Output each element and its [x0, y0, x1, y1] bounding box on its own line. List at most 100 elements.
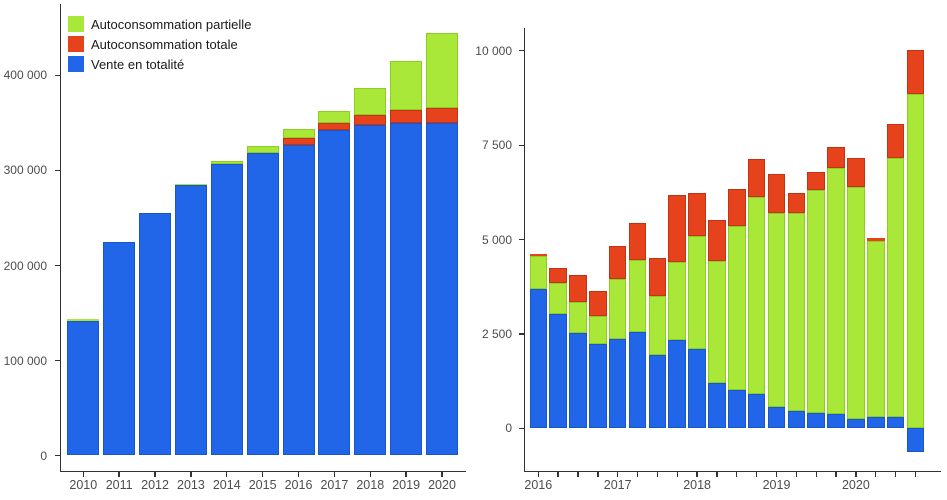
- bar-segment: [589, 290, 607, 316]
- y-axis-line: [60, 4, 62, 471]
- bar-segment: [139, 212, 172, 455]
- x-tick: [656, 472, 659, 477]
- y-tick-label: 100 000: [3, 353, 47, 368]
- bar-segment: [628, 259, 647, 332]
- y-tick-label: 5 000: [481, 232, 512, 247]
- bar-segment: [103, 242, 136, 455]
- bar-segment: [569, 301, 587, 333]
- x-axis-line: [60, 471, 466, 473]
- legend-swatch-totale-icon: [68, 36, 84, 52]
- bar-segment: [747, 159, 766, 197]
- x-tick: [577, 472, 579, 477]
- bar-segment: [847, 186, 865, 420]
- bar-segment: [668, 261, 687, 341]
- y-tick-label: 300 000: [3, 163, 47, 178]
- bar-segment: [787, 192, 806, 213]
- y-tick: [519, 50, 524, 52]
- bar-segment: [318, 130, 351, 455]
- y-tick: [55, 359, 60, 362]
- bar-segment: [827, 414, 845, 428]
- bar-segment: [529, 256, 548, 290]
- x-tick-label: 2019: [762, 478, 791, 492]
- bar-segment: [886, 158, 905, 417]
- bar-segment: [787, 212, 806, 412]
- bar-segment: [747, 394, 766, 428]
- x-tick: [154, 472, 156, 477]
- bar-segment: [246, 145, 279, 153]
- bar-segment: [174, 183, 207, 186]
- bar-segment: [282, 138, 315, 145]
- bar-segment: [866, 238, 885, 241]
- bar-segment: [728, 389, 746, 428]
- y-tick-label: 0: [40, 448, 47, 463]
- x-tick: [736, 472, 738, 477]
- bar-segment: [569, 274, 587, 302]
- bar-segment: [648, 296, 667, 355]
- x-tick: [676, 472, 678, 477]
- x-tick-label: 2016: [284, 478, 313, 492]
- x-tick-label: 2019: [392, 478, 421, 492]
- bar-segment: [767, 407, 786, 428]
- x-tick-label: 2020: [841, 478, 870, 492]
- bar-segment: [67, 320, 100, 455]
- bar-segment: [174, 185, 207, 455]
- bar-segment: [728, 225, 746, 390]
- x-tick: [894, 472, 897, 477]
- x-axis-line: [524, 471, 941, 473]
- bar-segment: [688, 235, 706, 349]
- bar-segment: [906, 427, 925, 452]
- y-tick: [519, 238, 524, 241]
- x-tick: [537, 472, 539, 477]
- bar-segment: [549, 282, 567, 315]
- x-tick-label: 2017: [320, 478, 349, 492]
- bar-segment: [807, 412, 825, 428]
- x-tick: [405, 472, 407, 477]
- legend-swatch-partielle-icon: [68, 16, 84, 32]
- bar-segment: [767, 173, 786, 214]
- y-tick: [55, 264, 60, 267]
- bar-segment: [688, 348, 706, 428]
- y-tick: [55, 169, 60, 172]
- bar-segment: [354, 125, 387, 455]
- legend-label-totale: Autoconsommation totale: [91, 36, 238, 52]
- bar-segment: [906, 94, 925, 428]
- bar-segment: [708, 260, 726, 383]
- bar-segment: [688, 193, 706, 236]
- x-tick-label: 2016: [524, 478, 553, 492]
- bar-segment: [426, 123, 458, 455]
- x-tick-label: 2013: [177, 478, 205, 492]
- legend-item-vente: Vente en totalité: [68, 54, 251, 74]
- legend-item-totale: Autoconsommation totale: [68, 34, 251, 54]
- y-tick-label: 7 500: [481, 138, 512, 153]
- bar-segment: [354, 87, 387, 115]
- bar-segment: [390, 109, 423, 124]
- bar-segment: [648, 257, 667, 297]
- bar-segment: [708, 219, 726, 261]
- x-tick-label: 2012: [141, 478, 169, 492]
- bar-segment: [354, 114, 387, 125]
- bar-segment: [628, 223, 647, 260]
- bar-segment: [668, 194, 687, 262]
- bar-segment: [608, 339, 627, 428]
- bar-segment: [390, 123, 423, 455]
- legend-label-vente: Vente en totalité: [91, 56, 185, 72]
- bar-segment: [549, 314, 567, 428]
- x-tick: [755, 472, 758, 477]
- bar-segment: [708, 382, 726, 428]
- x-tick: [795, 472, 798, 477]
- bar-segment: [827, 167, 845, 415]
- x-tick-label: 2018: [683, 478, 711, 492]
- bar-segment: [282, 144, 315, 455]
- bar-segment: [282, 129, 315, 139]
- x-tick: [118, 472, 120, 477]
- legend: Autoconsommation partielle Autoconsommat…: [68, 14, 251, 74]
- y-tick: [55, 74, 60, 76]
- bar-segment: [668, 340, 687, 428]
- x-tick-label: 2010: [69, 478, 98, 492]
- bar-segment: [426, 107, 458, 124]
- y-tick: [55, 455, 60, 457]
- y-tick: [519, 427, 524, 430]
- y-tick: [519, 144, 524, 146]
- bar-segment: [318, 123, 351, 131]
- bar-segment: [847, 157, 865, 187]
